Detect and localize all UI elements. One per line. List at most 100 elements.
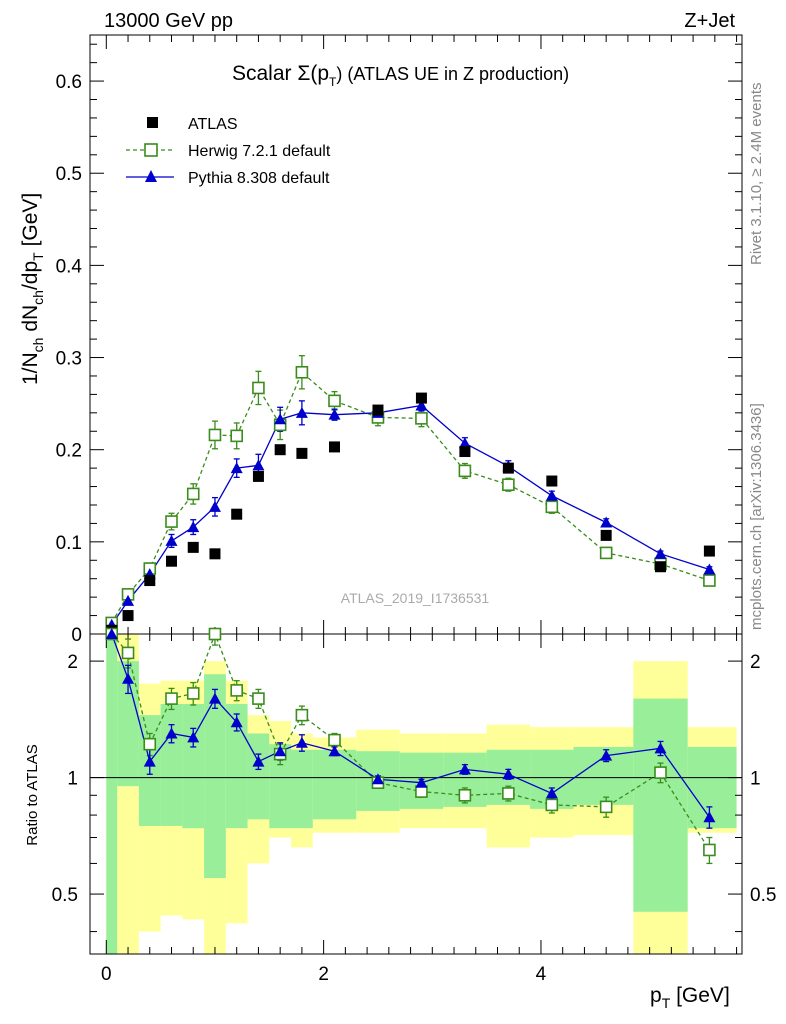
ratio-tick-label-right: 0.5 — [750, 885, 776, 906]
atlas-point — [296, 447, 308, 459]
herwig-ratio-point — [458, 788, 472, 802]
y-tick-label: 0.1 — [56, 533, 82, 554]
herwig-point — [165, 515, 178, 528]
pythia-point — [274, 413, 287, 425]
atlas-point — [655, 561, 666, 573]
x-axis-label: pT [GeV] — [650, 984, 730, 1011]
ratio-bands — [106, 634, 737, 954]
ratio-tick-label-left: 1 — [67, 769, 78, 790]
ratio-tick-label-left: 2 — [67, 652, 78, 673]
legend-herwig-label: Herwig 7.2.1 default — [188, 143, 331, 160]
atlas-point — [252, 470, 264, 482]
herwig-ratio-point — [415, 785, 428, 798]
pythia-point — [165, 534, 178, 546]
pythia-ratio-point — [208, 692, 221, 704]
pythia-ratio-point — [502, 768, 515, 780]
pythia-ratio-point — [143, 755, 156, 767]
atlas-point — [703, 545, 715, 557]
analysis-id: ATLAS_2019_I1736531 — [341, 590, 490, 606]
herwig-point — [230, 429, 243, 443]
atlas-point — [459, 446, 471, 458]
pythia-ratio-point — [600, 749, 613, 761]
y-tick-label: 0 — [71, 625, 82, 646]
pythia-point — [458, 437, 471, 449]
atlas-point — [144, 575, 156, 587]
x-tick-label: 0 — [101, 964, 112, 985]
herwig-ratio-point — [252, 692, 265, 705]
green-band — [312, 749, 357, 820]
atlas-point — [122, 610, 134, 622]
pythia-ratio-point — [545, 787, 558, 799]
green-band — [247, 733, 270, 820]
herwig-point — [545, 500, 559, 514]
atlas-point — [502, 462, 514, 474]
y-tick-label: 0.6 — [56, 72, 82, 93]
green-band — [225, 703, 248, 829]
ylabel-part-1: ch — [30, 338, 46, 353]
green-band — [633, 698, 688, 912]
herwig-point — [502, 478, 515, 492]
herwig-ratio-point — [703, 843, 716, 857]
pythia-ratio-point — [187, 731, 200, 743]
atlas-point — [372, 404, 384, 416]
green-band — [117, 661, 139, 787]
pythia-ratio-point — [415, 776, 428, 788]
ylabel-part-2: dN — [19, 305, 42, 338]
legend-atlas-label: ATLAS — [188, 116, 238, 133]
title-main: Scalar Σ(p — [232, 62, 329, 85]
pythia-point — [654, 547, 667, 559]
herwig-point — [295, 365, 309, 379]
title-sub: T — [329, 75, 337, 89]
xlabel-main: p — [650, 984, 662, 1007]
pythia-point — [545, 489, 558, 501]
ylabel-part-5: T — [30, 252, 46, 261]
xlabel-sub: T — [662, 995, 671, 1011]
pythia-ratio-point — [328, 745, 341, 757]
pythia-ratio-point — [458, 763, 471, 775]
legend: ATLAS Herwig 7.2.1 default Pythia 8.308 … — [126, 116, 331, 187]
y-axis-label: 1/Nch dNch/dpT [GeV] — [19, 193, 46, 385]
atlas-point — [600, 529, 612, 541]
pythia-ratio-point — [274, 745, 287, 757]
atlas-point — [166, 555, 177, 567]
green-band — [160, 703, 183, 826]
green-band — [106, 634, 118, 954]
pythia-point — [230, 462, 243, 474]
y-tick-label: 0.2 — [56, 441, 82, 462]
pythia-point — [600, 516, 613, 528]
title-tail: ) (ATLAS UE in Z production) — [336, 64, 569, 84]
pythia-point — [187, 521, 200, 533]
herwig-ratio-point — [186, 687, 200, 700]
herwig-point — [208, 428, 222, 442]
ylabel-part-3: ch — [30, 290, 46, 305]
pythia-point — [252, 459, 265, 471]
atlas-point — [187, 541, 199, 553]
herwig-point — [703, 574, 716, 587]
legend-herwig-marker — [144, 143, 158, 157]
ratio-tick-label-right: 1 — [750, 769, 761, 790]
rivet-label: Rivet 3.1.10, ≥ 2.4M events — [748, 83, 765, 266]
green-band — [291, 749, 313, 829]
atlas-point — [329, 441, 340, 453]
pythia-point — [415, 399, 428, 411]
herwig-ratio-point — [143, 737, 157, 751]
ylabel-part-4: /dp — [19, 261, 42, 290]
process-label: Z+Jet — [684, 10, 735, 32]
herwig-point — [599, 546, 613, 560]
energy-label: 13000 GeV pp — [104, 10, 233, 32]
ratio-y-label: Ratio to ATLAS — [24, 744, 41, 845]
herwig-ratio-point — [208, 627, 222, 641]
y-tick-label: 0.5 — [56, 164, 82, 185]
pythia-point — [703, 563, 716, 575]
pythia-ratio-point — [295, 736, 308, 748]
xlabel-unit: [GeV] — [670, 984, 730, 1007]
pythia-ratio-point — [371, 773, 384, 785]
herwig-ratio-point — [121, 646, 135, 660]
mcplots-label: mcplots.cern.ch [arXiv:1306.3436] — [748, 403, 765, 630]
green-band — [687, 746, 737, 829]
pythia-ratio-point — [252, 755, 265, 767]
herwig-ratio-point — [502, 787, 515, 800]
pythia-ratio-point — [703, 811, 716, 823]
herwig-ratio-point — [295, 708, 309, 722]
